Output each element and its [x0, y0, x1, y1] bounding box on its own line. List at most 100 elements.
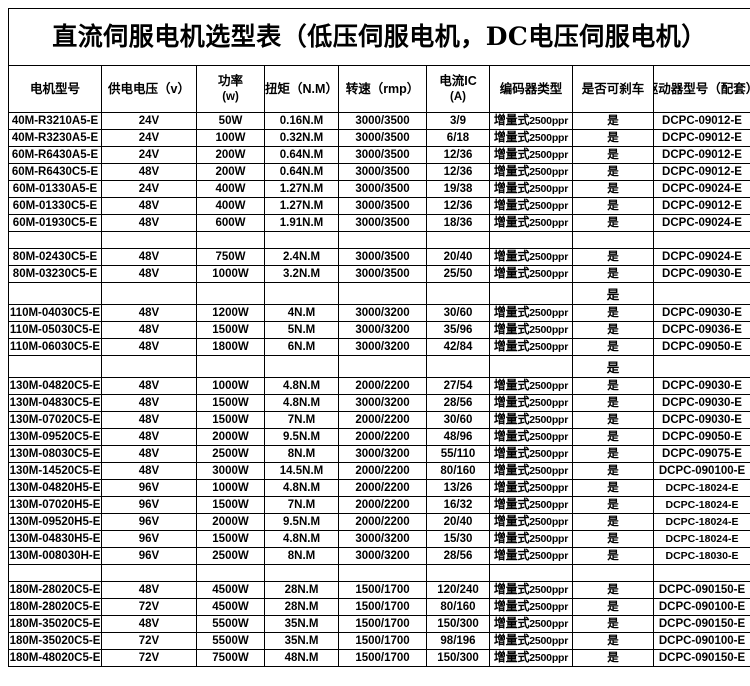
cell-supply-voltage: 24V — [101, 146, 197, 164]
cell-current: 150/300 — [426, 649, 490, 667]
cell-encoder-type: 增量式2500ppr — [489, 180, 573, 198]
cell-torque: 0.32N.M — [264, 129, 339, 147]
column-header-label: 编码器类型 — [499, 81, 563, 96]
cell-supply-voltage: 48V — [101, 338, 197, 356]
encoder-type-prefix: 增量式 — [493, 305, 530, 320]
cell-power: 2000W — [196, 513, 265, 531]
cell-brake-available: 是 — [572, 530, 654, 548]
cell-current: 28/56 — [426, 547, 490, 565]
cell-brake-available: 是 — [572, 214, 654, 232]
cell-motor-model: 180M-35020C5-E — [8, 615, 102, 633]
column-header-stack: 电机型号 — [10, 81, 101, 98]
encoder-resolution: 2500ppr — [529, 431, 569, 443]
cell-speed: 3000/3500 — [338, 265, 427, 283]
encoder-resolution: 2500ppr — [529, 533, 569, 545]
encoder-resolution: 2500ppr — [529, 115, 569, 127]
table-row: 110M-05030C5-E 48V 1500W 5N.M 3000/3200 35/96… — [8, 321, 750, 339]
cell-power: 200W — [196, 146, 265, 164]
cell-brake-available: 是 — [572, 265, 654, 283]
cell-motor-model: 130M-14520C5-E — [8, 462, 102, 480]
column-header-stack: 功率 (w) — [198, 73, 264, 105]
cell-supply-voltage: 48V — [101, 377, 197, 395]
cell-current: 6/18 — [426, 129, 490, 147]
table-row: 130M-04830H5-E 96V 1500W 4.8N.M 3000/3200 15/… — [8, 530, 750, 548]
cell-torque: 1.27N.M — [264, 180, 339, 198]
cell-motor-model: 40M-R3230A5-E — [8, 129, 102, 147]
cell-encoder-type: 增量式2500ppr — [489, 547, 573, 565]
cell-power — [196, 564, 265, 582]
cell-torque: 28N.M — [264, 581, 339, 599]
cell-brake-available — [572, 231, 654, 249]
table-row: 130M-04830C5-E 48V 1500W 4.8N.M 3000/3200 28/… — [8, 394, 750, 412]
encoder-type-prefix: 增量式 — [493, 412, 530, 427]
cell-speed: 3000/3500 — [338, 163, 427, 181]
cell-driver-model: DCPC-18024-E — [653, 496, 750, 514]
cell-torque: 7N.M — [264, 411, 339, 429]
cell-power: 750W — [196, 248, 265, 266]
cell-speed — [338, 355, 427, 378]
encoder-type-prefix: 增量式 — [493, 548, 530, 563]
encoder-resolution: 2500ppr — [529, 465, 569, 477]
column-header-label: 电机型号 — [29, 81, 80, 96]
cell-brake-available: 是 — [572, 338, 654, 356]
cell-power: 1000W — [196, 265, 265, 283]
cell-current: 12/36 — [426, 146, 490, 164]
encoder-type-prefix: 增量式 — [493, 633, 530, 648]
encoder-type-prefix: 增量式 — [493, 650, 530, 665]
cell-driver-model: DCPC-09012-E — [653, 197, 750, 215]
cell-motor-model — [8, 564, 102, 582]
table-row: 60M-R6430A5-E 24V 200W 0.64N.M 3000/3500 12/3… — [8, 146, 750, 164]
cell-supply-voltage: 48V — [101, 462, 197, 480]
cell-motor-model: 180M-48020C5-E — [8, 649, 102, 667]
cell-encoder-type: 增量式2500ppr — [489, 394, 573, 412]
cell-brake-available: 是 — [572, 377, 654, 395]
cell-brake-available: 是 — [572, 394, 654, 412]
cell-encoder-type: 增量式2500ppr — [489, 377, 573, 395]
cell-supply-voltage: 96V — [101, 513, 197, 531]
table-row: 80M-03230C5-E 48V 1000W 3.2N.M 3000/3500 25/5… — [8, 265, 750, 283]
encoder-type-prefix: 增量式 — [493, 378, 530, 393]
cell-current: 48/96 — [426, 428, 490, 446]
cell-supply-voltage: 96V — [101, 496, 197, 514]
cell-torque: 4.8N.M — [264, 479, 339, 497]
cell-power: 200W — [196, 163, 265, 181]
cell-motor-model: 180M-28020C5-E — [8, 598, 102, 616]
encoder-resolution: 2500ppr — [529, 217, 569, 229]
cell-current: 55/110 — [426, 445, 490, 463]
cell-speed: 3000/3500 — [338, 146, 427, 164]
table-row: 130M-09520H5-E 96V 2000W 9.5N.M 2000/2200 20/… — [8, 513, 750, 531]
cell-motor-model: 110M-04030C5-E — [8, 304, 102, 322]
table-row: 130M-008030H-E 96V 2500W 8N.M 3000/3200 28/56… — [8, 547, 750, 565]
cell-torque: 1.27N.M — [264, 197, 339, 215]
cell-driver-model: DCPC-09030-E — [653, 304, 750, 322]
encoder-resolution: 2500ppr — [529, 268, 569, 280]
cell-speed: 3000/3500 — [338, 197, 427, 215]
cell-supply-voltage: 48V — [101, 265, 197, 283]
cell-current: 98/196 — [426, 632, 490, 650]
cell-driver-model: DCPC-09030-E — [653, 265, 750, 283]
cell-torque: 0.64N.M — [264, 163, 339, 181]
cell-encoder-type: 增量式2500ppr — [489, 649, 573, 667]
cell-driver-model: DCPC-18024-E — [653, 530, 750, 548]
cell-encoder-type: 增量式2500ppr — [489, 304, 573, 322]
cell-supply-voltage: 24V — [101, 112, 197, 130]
cell-speed — [338, 282, 427, 305]
cell-torque: 35N.M — [264, 632, 339, 650]
encoder-type-prefix: 增量式 — [493, 215, 530, 230]
cell-brake-available: 是 — [572, 112, 654, 130]
column-header-0: 电机型号 — [8, 65, 102, 113]
encoder-resolution: 2500ppr — [529, 149, 569, 161]
spacer-row — [8, 564, 750, 582]
motor-selection-table: 直流伺服电机选型表（低压伺服电机，DC电压伺服电机） 电机型号 供电电压（v） 功率… — [8, 8, 750, 667]
cell-driver-model: DCPC-09050-E — [653, 428, 750, 446]
cell-motor-model — [8, 355, 102, 378]
cell-torque — [264, 355, 339, 378]
encoder-resolution: 2500ppr — [529, 307, 569, 319]
cell-current — [426, 355, 490, 378]
cell-power: 50W — [196, 112, 265, 130]
cell-speed: 3000/3500 — [338, 248, 427, 266]
cell-torque: 2.4N.M — [264, 248, 339, 266]
cell-power: 3000W — [196, 462, 265, 480]
cell-supply-voltage: 48V — [101, 197, 197, 215]
table-row: 130M-07020C5-E 48V 1500W 7N.M 2000/2200 30/60… — [8, 411, 750, 429]
